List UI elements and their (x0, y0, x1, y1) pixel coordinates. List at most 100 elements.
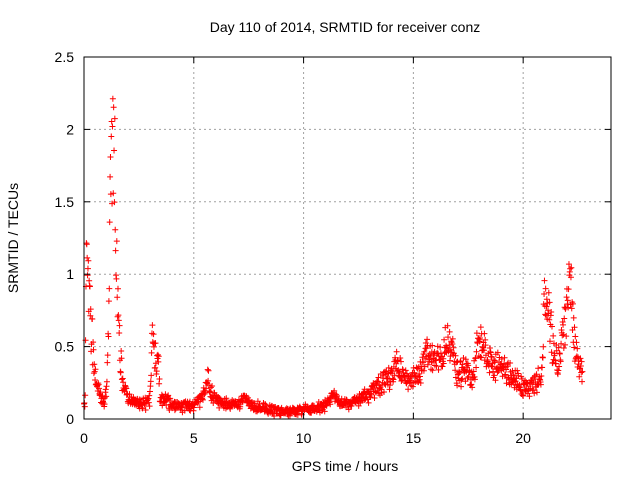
data-point (452, 367, 459, 374)
data-point (145, 399, 152, 406)
data-point (510, 371, 517, 378)
data-point (110, 104, 117, 111)
data-point (114, 285, 121, 292)
data-point (92, 366, 99, 373)
data-point (149, 322, 156, 329)
data-point (81, 403, 88, 410)
data-point (462, 378, 469, 385)
data-point (535, 365, 542, 372)
data-point (154, 351, 161, 358)
data-point (371, 395, 378, 402)
data-point (148, 372, 155, 379)
data-point (374, 378, 381, 385)
data-point (543, 296, 550, 303)
data-point (482, 336, 489, 343)
data-point (345, 406, 352, 413)
data-point (469, 384, 476, 391)
data-point (471, 376, 478, 383)
data-point (578, 369, 585, 376)
data-point (199, 396, 206, 403)
data-point (111, 199, 118, 206)
data-point (477, 324, 484, 331)
data-point (86, 283, 93, 290)
data-point (446, 328, 453, 335)
data-point (92, 376, 99, 383)
data-point (571, 344, 578, 351)
data-point (577, 355, 584, 362)
data-point (539, 364, 546, 371)
data-point (558, 340, 565, 347)
data-point (382, 369, 389, 376)
data-point (147, 378, 154, 385)
data-point (83, 241, 90, 248)
data-point (501, 354, 508, 361)
data-point (355, 402, 362, 409)
data-point (416, 370, 423, 377)
data-point (110, 190, 117, 197)
data-point (89, 316, 96, 323)
data-point (146, 392, 153, 399)
data-point (103, 393, 110, 400)
data-point (473, 364, 480, 371)
y-tick-label: 0 (66, 411, 74, 427)
data-point (562, 341, 569, 348)
data-point (420, 359, 427, 366)
data-point (472, 354, 479, 361)
data-point (465, 362, 472, 369)
data-point (90, 370, 97, 377)
data-point (450, 344, 457, 351)
data-point (459, 361, 466, 368)
data-point (108, 133, 115, 140)
data-point (207, 384, 214, 391)
data-point (115, 317, 122, 324)
data-point (416, 373, 423, 380)
data-point (118, 355, 125, 362)
data-point (277, 412, 284, 419)
data-point (84, 265, 91, 272)
data-point (477, 354, 484, 361)
data-point (375, 374, 382, 381)
data-point (85, 257, 92, 264)
data-point (565, 261, 572, 268)
data-point (109, 123, 116, 130)
data-point (194, 399, 201, 406)
data-point (87, 306, 94, 313)
data-point (397, 354, 404, 361)
data-point (114, 294, 121, 301)
data-point (112, 226, 119, 233)
data-point (569, 300, 576, 307)
data-point (543, 303, 550, 310)
data-point (515, 372, 522, 379)
data-point (203, 385, 210, 392)
data-point (555, 367, 562, 374)
data-point (462, 356, 469, 363)
data-point (540, 343, 547, 350)
data-point (542, 285, 549, 292)
data-point (492, 377, 499, 384)
data-point (550, 332, 557, 339)
data-point (563, 333, 570, 340)
data-point (545, 289, 552, 296)
y-tick-label: 1.5 (55, 194, 75, 210)
data-point (118, 348, 125, 355)
data-point (402, 367, 409, 374)
data-point (424, 361, 431, 368)
data-point (445, 334, 452, 341)
data-point (520, 392, 527, 399)
data-point (116, 329, 123, 336)
data-point (101, 401, 108, 408)
data-point (568, 264, 575, 271)
data-point (488, 353, 495, 360)
data-point (146, 403, 153, 410)
data-point (574, 345, 581, 352)
data-point (547, 338, 553, 345)
data-point (494, 369, 501, 376)
data-point (368, 391, 375, 398)
data-point (423, 345, 430, 352)
data-point (546, 299, 553, 306)
data-point (541, 277, 548, 284)
data-point (421, 363, 428, 370)
data-point (113, 275, 120, 282)
data-point (563, 294, 570, 301)
data-point (538, 372, 545, 379)
